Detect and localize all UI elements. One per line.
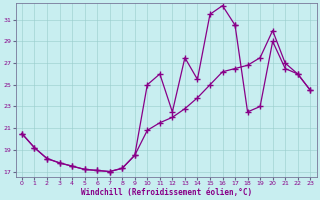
- X-axis label: Windchill (Refroidissement éolien,°C): Windchill (Refroidissement éolien,°C): [81, 188, 252, 197]
